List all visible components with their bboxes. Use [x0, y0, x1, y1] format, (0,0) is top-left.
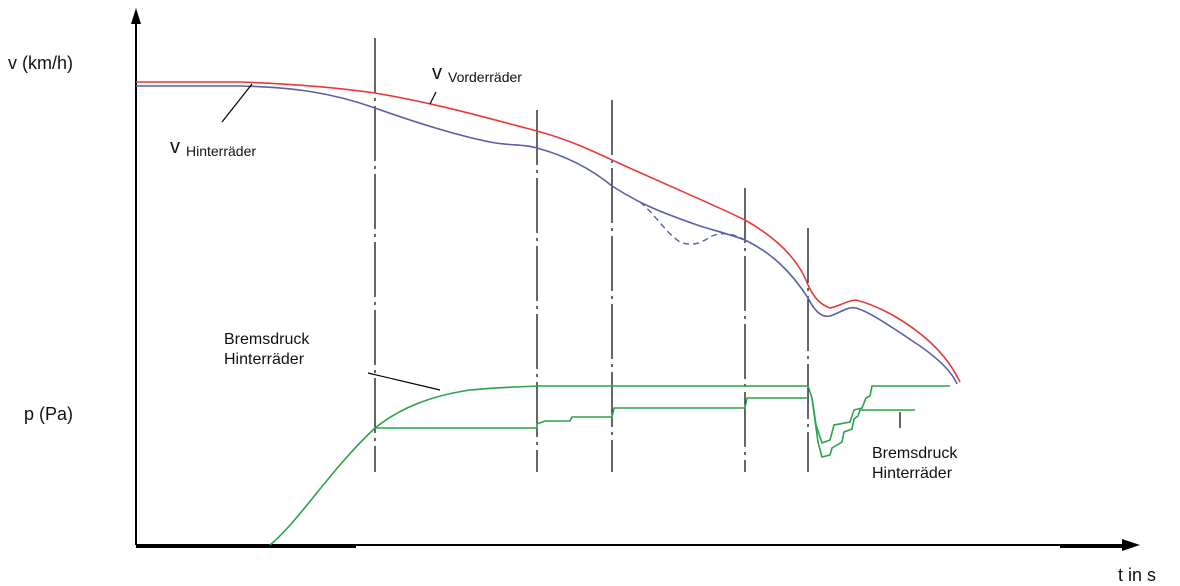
brake-pressure-rise	[269, 385, 808, 546]
y-axis-arrowhead	[131, 8, 141, 24]
x-axis-label: t in s	[1118, 565, 1157, 585]
event-lines	[374, 38, 809, 472]
brake-pressure-label-1: Bremsdruck Hinterräder	[224, 330, 309, 370]
brake-pressure-label-2-line1: Bremsdruck	[872, 445, 958, 462]
brake-pressure-modulation-b	[811, 397, 915, 458]
brake-pressure-label-2: Bremsdruck Hinterräder	[872, 444, 957, 484]
v-front-label: v Vorderräder	[432, 62, 522, 85]
brake-pressure-label-1-line1: Bremsdruck	[224, 331, 310, 348]
v-rear-wheels-curve	[136, 85, 958, 385]
leader-v-rear	[221, 83, 253, 123]
y-axis-lower-label: p (Pa)	[24, 404, 74, 424]
brake-pressure-modulation-a	[807, 385, 950, 445]
v-rear-label: v Hinterräder	[170, 136, 256, 159]
v-rear-subscript: Hinterräder	[186, 143, 257, 159]
v-front-subscript: Vorderräder	[448, 69, 522, 85]
brake-pressure-curves	[269, 385, 950, 546]
x-axis-arrowhead	[1122, 539, 1140, 551]
brake-pressure-label-1-line2: Hinterräder	[224, 351, 305, 368]
leader-v-front	[429, 91, 437, 105]
y-axis-upper-label: v (km/h)	[8, 53, 73, 73]
brake-pressure-label-2-line2: Hinterräder	[872, 465, 953, 482]
brake-pressure-stepped	[375, 397, 808, 429]
v-front-wheels-curve	[136, 81, 961, 383]
leader-lines	[221, 83, 901, 428]
v-rear-symbol: v	[170, 136, 180, 158]
v-front-symbol: v	[432, 62, 442, 84]
leader-pressure-1	[367, 372, 441, 391]
axes	[131, 8, 1140, 551]
